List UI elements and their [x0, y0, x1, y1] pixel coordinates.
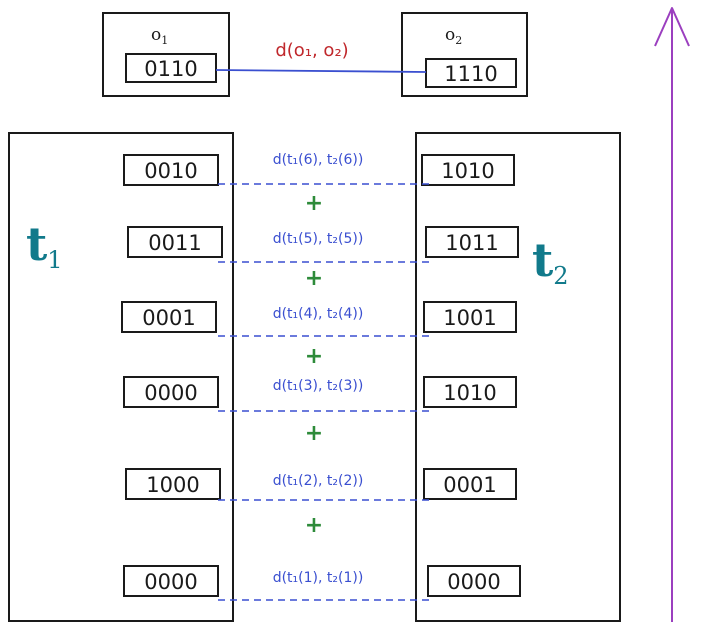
plus-sign: + — [305, 513, 323, 538]
t1-cell-value: 0000 — [144, 381, 197, 405]
distance-label: d(t₁(1), t₂(1)) — [273, 570, 364, 586]
trajectory-t1-label: t1 — [26, 217, 63, 274]
t1-cell-box — [121, 301, 217, 333]
t2-cell-box — [421, 154, 515, 186]
time-axis — [654, 7, 690, 622]
distance-label: d(t₁(3), t₂(3)) — [273, 378, 364, 394]
row: 0010 1010 d(t₁(6), t₂(6)) — [123, 152, 515, 186]
t2-cell-value: 1011 — [445, 231, 498, 255]
t1-cell-value: 0000 — [144, 570, 197, 594]
t1-cell-box — [127, 226, 223, 258]
plus-sign: + — [305, 266, 323, 291]
distance-label: d(t₁(4), t₂(4)) — [273, 306, 364, 322]
object-o1-frame — [102, 12, 230, 97]
t1-cell-value: 1000 — [146, 473, 199, 497]
t2-cell-value: 1001 — [443, 306, 496, 330]
object-distance-label: d(o₁, o₂) — [275, 40, 348, 61]
object-o1-code-box — [125, 53, 217, 83]
object-o1-label: o1 — [151, 25, 168, 47]
t1-cell-box — [123, 376, 219, 408]
t2-cell-value: 1010 — [443, 381, 496, 405]
t2-cell-value: 1010 — [441, 159, 494, 183]
row: 0000 0000 d(t₁(1), t₂(1)) — [123, 565, 521, 601]
object-o2-frame — [401, 12, 528, 97]
trajectory-t1-frame — [8, 132, 234, 622]
row-list: 0010 1010 d(t₁(6), t₂(6)) 0011 1011 d(t₁(5), … — [121, 152, 521, 601]
plus-sign: + — [305, 344, 323, 369]
t2-cell-box — [423, 301, 517, 333]
t2-cell-box — [427, 565, 521, 597]
t2-cell-box — [423, 376, 517, 408]
time-axis-arrowhead-icon — [654, 7, 690, 47]
distance-label: d(t₁(2), t₂(2)) — [273, 473, 364, 489]
t2-cell-box — [423, 468, 517, 500]
t1-cell-value: 0001 — [142, 306, 195, 330]
plus-sign: + — [305, 191, 323, 216]
t1-cell-box — [125, 468, 221, 500]
trajectory-t2-label: t2 — [532, 233, 569, 290]
t1-cell-value: 0011 — [148, 231, 201, 255]
t1-cell-box — [123, 565, 219, 597]
object-o2-code: 1110 — [444, 62, 497, 86]
row: 0011 1011 d(t₁(5), t₂(5)) — [127, 226, 519, 263]
t2-cell-value: 0000 — [447, 570, 500, 594]
row: 0000 1010 d(t₁(3), t₂(3)) — [123, 376, 517, 412]
t1-cell-box — [123, 154, 219, 186]
object-distance-line — [215, 69, 427, 73]
object-o1: o1 0110 — [102, 12, 230, 97]
plus-sign: + — [305, 421, 323, 446]
row: 1000 0001 d(t₁(2), t₂(2)) — [125, 468, 517, 501]
t1-cell-value: 0010 — [144, 159, 197, 183]
object-o2-code-box — [425, 58, 517, 88]
t2-cell-box — [425, 226, 519, 258]
distance-label: d(t₁(6), t₂(6)) — [273, 152, 364, 168]
object-o2-label: o2 — [445, 25, 462, 47]
row: 0001 1001 d(t₁(4), t₂(4)) — [121, 301, 517, 337]
t2-cell-value: 0001 — [443, 473, 496, 497]
trajectory-t2-frame — [415, 132, 621, 622]
object-o2: o2 1110 — [401, 12, 528, 97]
object-o1-code: 0110 — [144, 57, 197, 81]
distance-label: d(t₁(5), t₂(5)) — [273, 231, 364, 247]
